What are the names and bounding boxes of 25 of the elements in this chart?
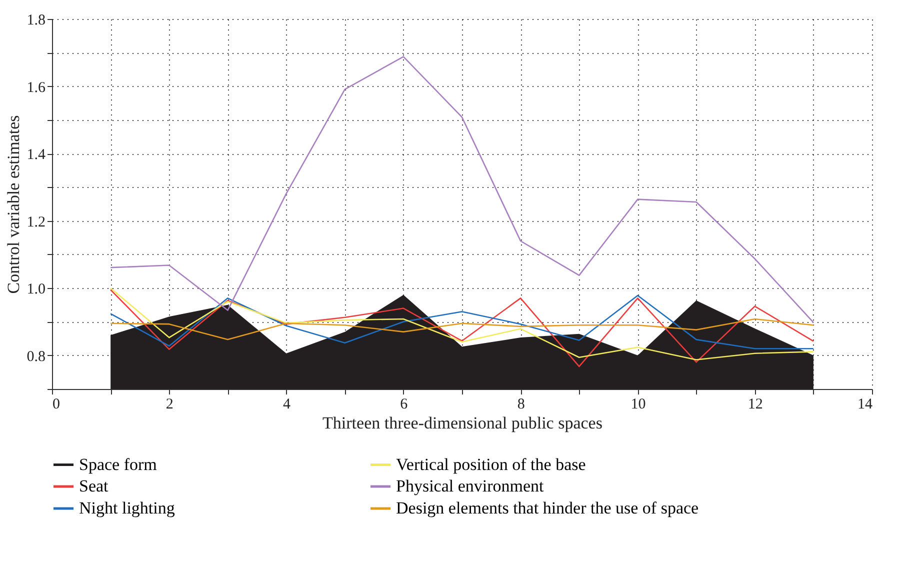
legend-label: Space form xyxy=(79,454,157,474)
line-series xyxy=(110,56,814,324)
legend-label: Seat xyxy=(79,476,109,496)
x-tick-label: 14 xyxy=(858,396,873,412)
y-axis-title: Control variable estimates xyxy=(4,115,23,294)
x-tick-label: 6 xyxy=(400,396,408,412)
legend-label: Night lighting xyxy=(79,498,176,518)
x-tick-label: 0 xyxy=(52,396,60,412)
y-tick-label: 1.4 xyxy=(26,147,46,164)
x-tick-label: 4 xyxy=(283,396,292,412)
x-axis-title: Thirteen three-dimensional public spaces xyxy=(322,414,602,432)
x-tick-label: 10 xyxy=(630,396,646,412)
legend-label: Vertical position of the base xyxy=(396,454,586,474)
line-series xyxy=(110,294,814,350)
x-tick-label: 8 xyxy=(517,396,525,412)
y-tick-label: 1.6 xyxy=(26,80,46,96)
y-tick-label: 0.8 xyxy=(26,348,46,365)
y-tick-label: 1.2 xyxy=(26,214,46,230)
legend-label: Design elements that hinder the use of space xyxy=(396,498,699,518)
y-tick-label: 1.8 xyxy=(26,12,46,28)
x-tick-label: 12 xyxy=(748,396,763,412)
line-series xyxy=(110,318,814,340)
legend-label: Physical environment xyxy=(396,476,544,496)
x-tick-label: 2 xyxy=(166,396,174,412)
y-tick-label: 1.0 xyxy=(26,282,46,298)
